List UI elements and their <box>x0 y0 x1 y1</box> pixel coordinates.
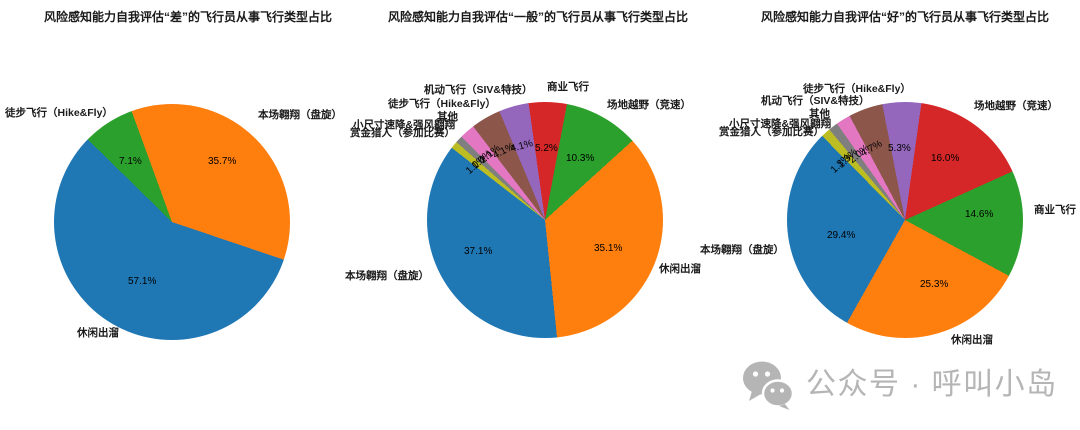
slice-percentage: 16.0% <box>931 153 960 164</box>
pie-poor <box>54 104 290 340</box>
slice-percentage: 35.1% <box>594 243 623 254</box>
slice-label: 机动飞行（SIV&特技） <box>424 84 533 96</box>
slice-label: 本场翱翔（盘旋） <box>258 109 342 121</box>
slice-label: 场地越野（竞速） <box>607 99 691 111</box>
slice-label: 场地越野（竞速） <box>974 100 1058 112</box>
chart-title-good: 风险感知能力自我评估“好”的飞行员从事飞行类型占比 <box>760 10 1050 24</box>
slice-label: 徒步飞行（Hike&Fly） <box>803 83 911 95</box>
slice-percentage: 5.2% <box>535 143 558 154</box>
slice-label: 休闲出溜 <box>951 334 993 346</box>
slice-label: 徒步飞行（Hike&Fly） <box>5 107 113 119</box>
slice-percentage: 14.6% <box>965 209 994 220</box>
pie-good <box>787 102 1023 338</box>
watermark-text: 公众号 · 呼叫小岛 <box>806 368 1058 401</box>
slice-label: 赏金猎人（参加比赛） <box>350 127 455 139</box>
slice-label: 商业飞行 <box>547 81 589 93</box>
slice-label: 其他 <box>437 111 458 123</box>
slice-label: 本场翱翔（盘旋） <box>700 244 784 256</box>
slice-percentage: 5.3% <box>888 143 911 154</box>
slice-percentage: 37.1% <box>464 246 493 257</box>
slice-label: 小尺寸速降&强风翱翔 <box>353 119 456 131</box>
chart-title-poor: 风险感知能力自我评估“差”的飞行员从事飞行类型占比 <box>43 10 333 24</box>
slice-label: 赏金猎人（参加比赛） <box>719 126 824 138</box>
slice-label: 休闲出溜 <box>77 327 119 339</box>
slice-label: 本场翱翔（盘旋） <box>345 270 429 282</box>
slice-percentage: 29.4% <box>827 230 856 241</box>
slice-label: 机动飞行（SIV&特技） <box>761 95 870 107</box>
wechat-icon <box>743 361 794 410</box>
chart-title-average: 风险感知能力自我评估“一般”的飞行员从事飞行类型占比 <box>387 10 689 24</box>
slice-percentage: 35.7% <box>208 156 237 167</box>
slice-percentage: 7.1% <box>119 156 142 167</box>
slice-percentage: 10.3% <box>566 153 595 164</box>
slice-label: 小尺寸速降&强风翱翔 <box>729 118 832 130</box>
watermark: 公众号 · 呼叫小岛 <box>742 360 1058 410</box>
slice-percentage: 57.1% <box>128 276 157 287</box>
slice-label: 其他 <box>809 108 830 120</box>
slice-percentage: 25.3% <box>920 279 949 290</box>
slice-label: 休闲出溜 <box>659 263 701 275</box>
slice-label: 徒步飞行（Hike&Fly） <box>388 98 496 110</box>
slice-label: 商业飞行 <box>1034 204 1076 216</box>
pie-average <box>427 102 663 338</box>
